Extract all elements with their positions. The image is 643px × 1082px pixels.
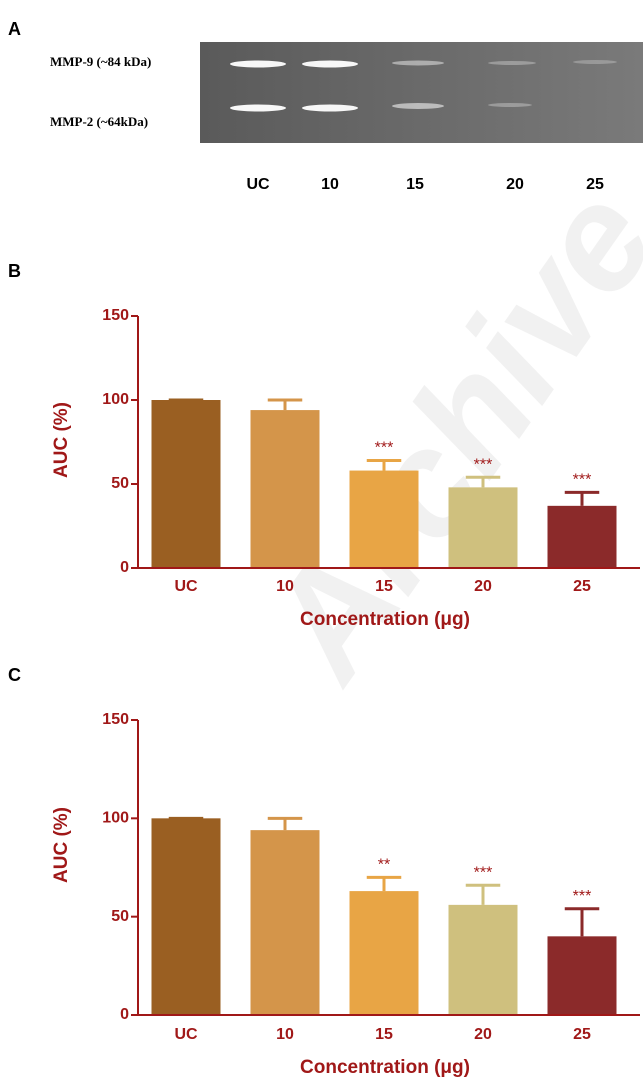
y-tick-label: 50: [111, 908, 129, 925]
panel-label: C: [8, 665, 21, 685]
y-tick-label: 0: [120, 559, 129, 576]
bar: [152, 818, 221, 1015]
bar: [152, 400, 221, 568]
lane-label: 20: [506, 176, 524, 193]
lane-label: 10: [321, 176, 339, 193]
x-axis-title: Concentration (μg): [300, 609, 470, 630]
significance: ***: [474, 456, 493, 473]
x-tick-label: 20: [474, 1026, 492, 1043]
y-tick-label: 150: [102, 711, 129, 728]
y-tick-label: 0: [120, 1006, 129, 1023]
x-tick-label: 25: [573, 578, 591, 595]
significance: ***: [375, 440, 394, 457]
bar: [449, 487, 518, 568]
x-tick-label: UC: [174, 578, 198, 595]
y-tick-label: 150: [102, 307, 129, 324]
gel-image: [200, 42, 643, 143]
x-tick-label: 20: [474, 578, 492, 595]
bar: [449, 905, 518, 1015]
figure: A B C MMP-9 (~84 kDa) MMP-2 (~64kDa) Arc…: [0, 0, 643, 1082]
bar: [548, 506, 617, 568]
y-axis-title: AUC (%): [51, 807, 72, 883]
y-tick-label: 100: [102, 391, 129, 408]
significance: ***: [573, 472, 592, 489]
x-tick-label: 10: [276, 1026, 294, 1043]
x-axis-title: Concentration (μg): [300, 1057, 470, 1078]
bar: [548, 936, 617, 1015]
band-label: MMP-2 (~64kDa): [50, 114, 148, 129]
x-tick-label: 10: [276, 578, 294, 595]
y-tick-label: 50: [111, 475, 129, 492]
bar: [350, 471, 419, 568]
x-tick-label: 25: [573, 1026, 591, 1043]
x-tick-label: UC: [174, 1026, 198, 1043]
significance: **: [378, 857, 390, 874]
panel-label: A: [8, 19, 21, 39]
lane-label: UC: [246, 176, 270, 193]
bar: [350, 891, 419, 1015]
x-tick-label: 15: [375, 1026, 393, 1043]
y-tick-label: 100: [102, 810, 129, 827]
bar: [251, 410, 320, 568]
lane-label: 15: [406, 176, 424, 193]
band-label: MMP-9 (~84 kDa): [50, 54, 151, 69]
lane-label: 25: [586, 176, 604, 193]
significance: ***: [573, 888, 592, 905]
significance: ***: [474, 864, 493, 881]
y-axis-title: AUC (%): [51, 402, 72, 478]
panel-label: B: [8, 261, 21, 281]
bar: [251, 830, 320, 1015]
x-tick-label: 15: [375, 578, 393, 595]
